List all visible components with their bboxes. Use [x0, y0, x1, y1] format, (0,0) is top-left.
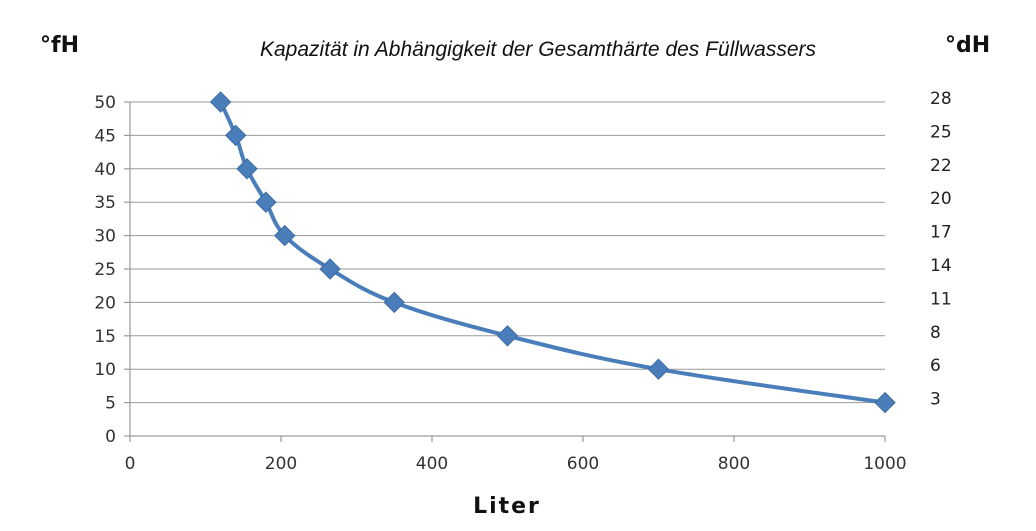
series-layer: [209, 91, 896, 414]
y-tick-label-45: 45: [94, 126, 116, 146]
y-tick-label-25: 25: [94, 260, 116, 280]
data-point-180-35: [255, 191, 277, 213]
y-tick-label-20: 20: [94, 293, 116, 313]
x-axis-label: Liter: [473, 494, 541, 519]
y-tick-label-10: 10: [94, 360, 116, 380]
y-tick-label-30: 30: [94, 227, 116, 247]
y-tick-label-40: 40: [94, 160, 116, 180]
x-tick-label-800: 800: [718, 454, 750, 474]
y-right-tick-label-22: 22: [930, 156, 952, 176]
x-tick-label-600: 600: [567, 454, 599, 474]
x-tick-label-0: 0: [125, 454, 136, 474]
y-right-tick-label-17: 17: [930, 223, 952, 243]
y-right-tick-label-25: 25: [930, 122, 952, 142]
y-tick-label-15: 15: [94, 327, 116, 347]
data-point-140-45: [224, 124, 247, 147]
data-point-155-40: [236, 158, 258, 180]
series-line-0: [218, 100, 887, 405]
x-tick-label-400: 400: [416, 454, 448, 474]
chart-title: Kapazität in Abhängigkeit der Gesamthärt…: [260, 38, 817, 61]
data-point-205-30: [274, 224, 296, 247]
y-tick-label-50: 50: [94, 93, 116, 113]
x-tick-label-1000: 1000: [863, 454, 906, 474]
tick-labels: 0 5 10 15 20 25 30 35 40 45 50 0 200 400 600 800 1000 28 2…: [94, 89, 951, 474]
data-point-120-50: [209, 91, 232, 113]
data-point-500-15: [496, 325, 519, 347]
y-tick-label-35: 35: [94, 193, 116, 213]
y-right-tick-label-11: 11: [930, 289, 952, 309]
y-right-tick-label-6: 6: [930, 356, 941, 376]
y-right-tick-label-8: 8: [930, 323, 941, 343]
data-point-700-10: [647, 358, 670, 380]
y-tick-label-5: 5: [105, 394, 116, 414]
y-right-tick-label-3: 3: [930, 390, 941, 410]
y-right-tick-label-14: 14: [930, 256, 952, 276]
data-point-1000-5: [874, 391, 896, 414]
data-point-350-20: [383, 291, 405, 314]
y-right-tick-label-28: 28: [930, 89, 952, 109]
axes: [124, 101, 886, 442]
y-axis-unit-right: °dH: [945, 33, 990, 58]
gridlines: [130, 101, 885, 404]
y-tick-label-0: 0: [105, 427, 116, 447]
x-tick-label-200: 200: [265, 454, 297, 474]
y-right-tick-label-20: 20: [930, 189, 952, 209]
data-point-265-25: [319, 258, 341, 280]
y-axis-unit-left: °fH: [40, 33, 79, 58]
